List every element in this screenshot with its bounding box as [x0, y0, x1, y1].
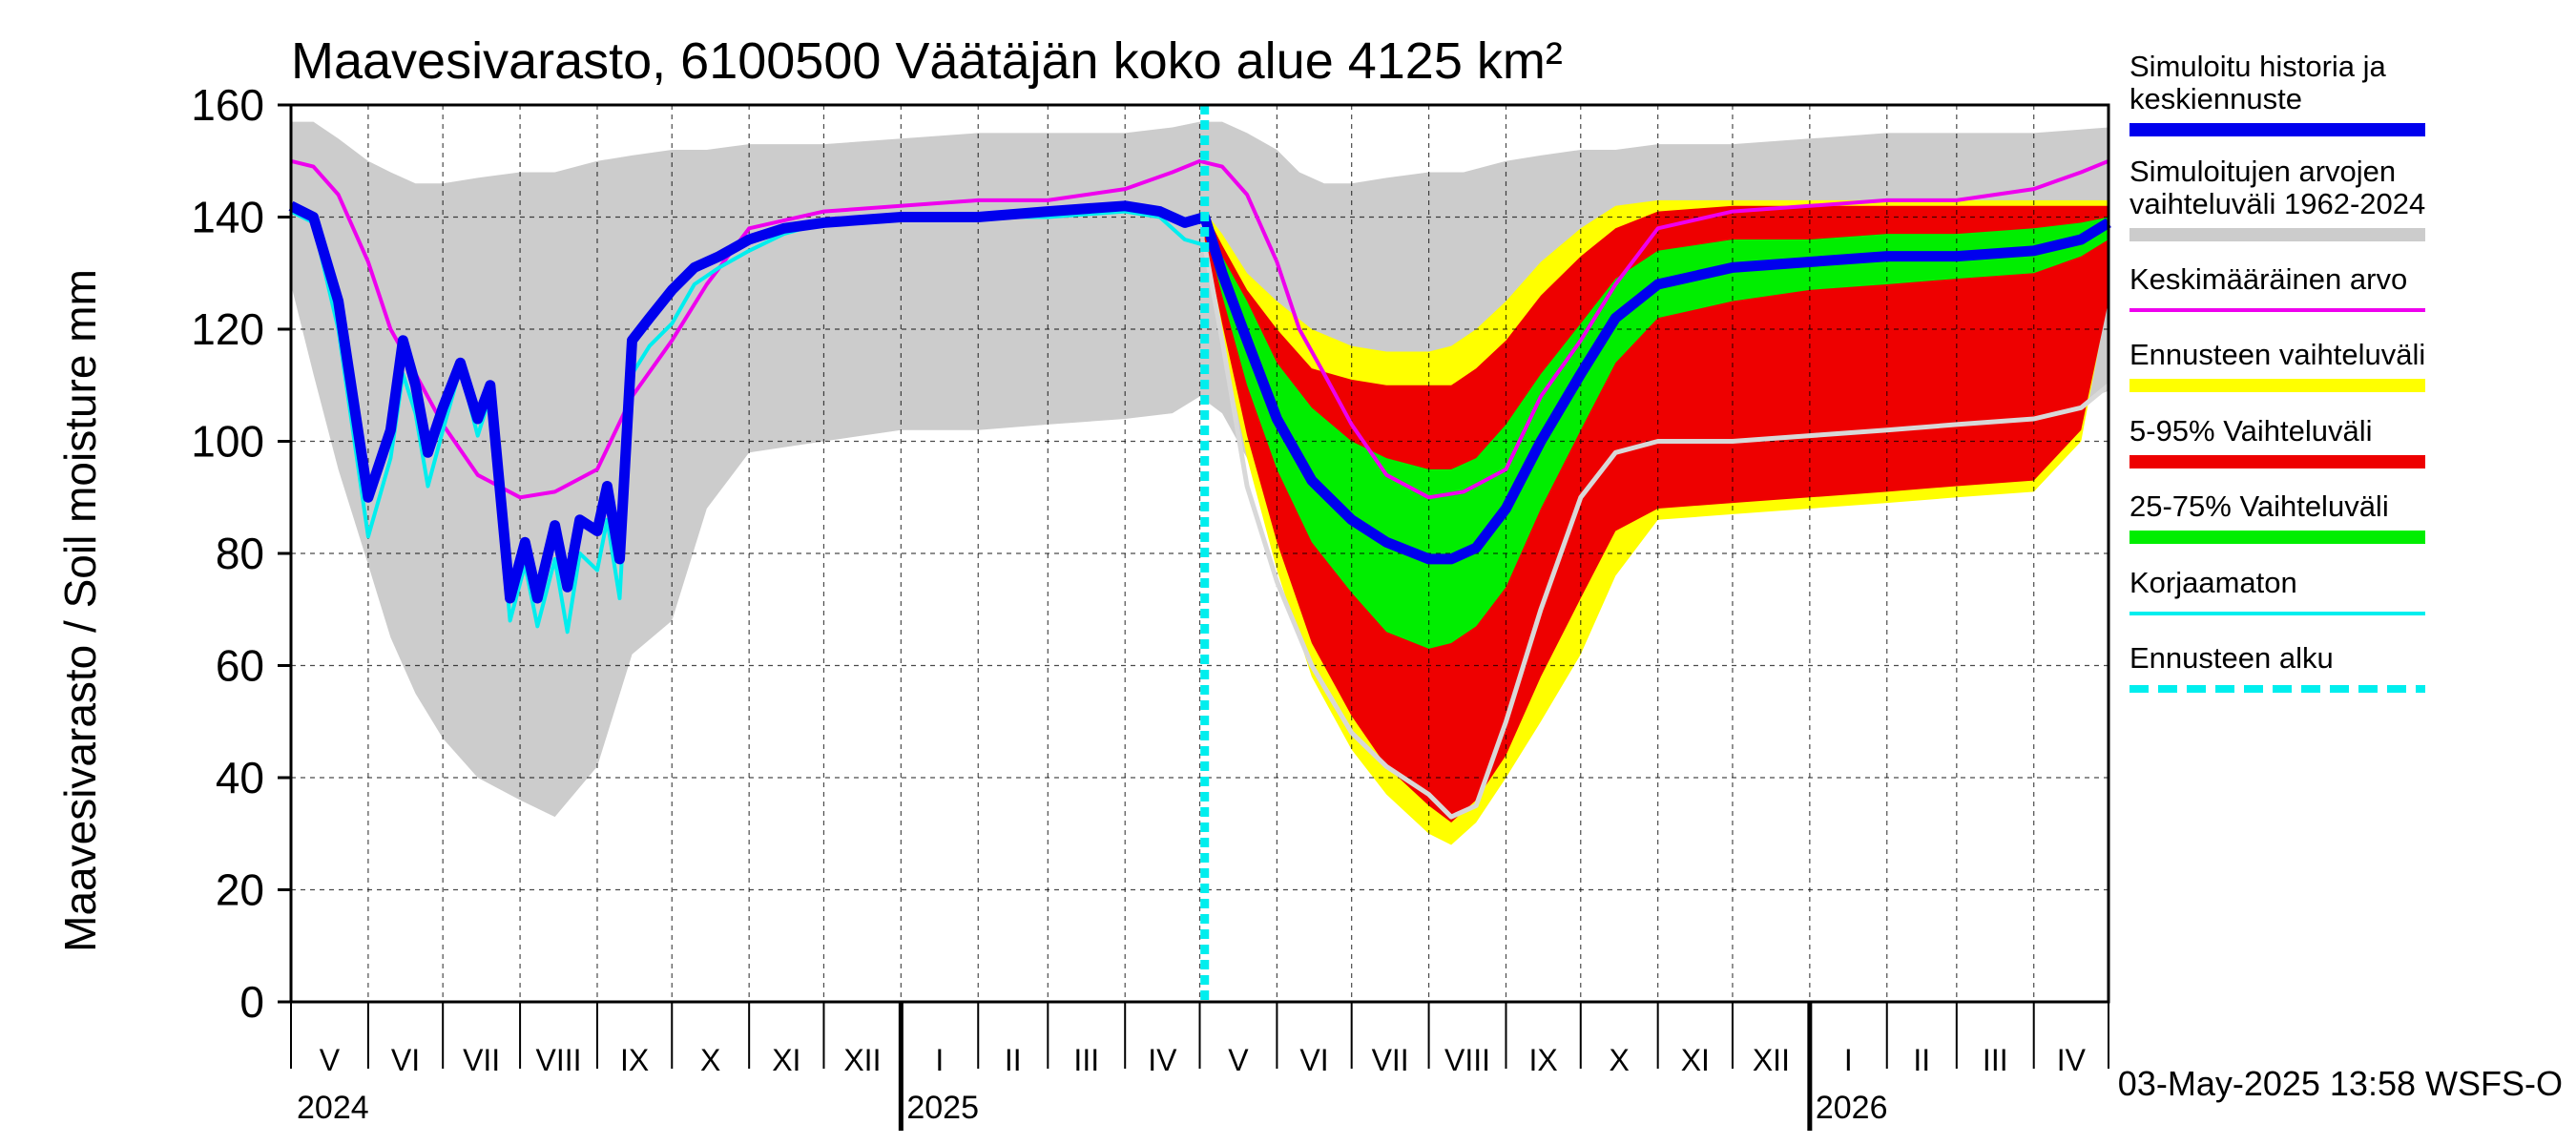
- month-label: VI: [1299, 1043, 1328, 1077]
- series-line-0: [290, 158, 2109, 500]
- y-tick-label: 0: [239, 977, 264, 1027]
- month-label: IX: [620, 1043, 649, 1077]
- chart-title: Maavesivarasto, 6100500 Väätäjän koko al…: [291, 32, 1563, 90]
- legend-label-0: Simuloitu historia ja keskiennuste: [2129, 50, 2387, 115]
- month-label: X: [1610, 1043, 1630, 1077]
- month-label: VIII: [1444, 1043, 1490, 1077]
- month-label: II: [1913, 1043, 1930, 1077]
- month-label: XI: [1681, 1043, 1710, 1077]
- month-label: VIII: [536, 1043, 582, 1077]
- month-label: II: [1005, 1043, 1022, 1077]
- band-3: [1204, 217, 2109, 649]
- legend-label-4: 5-95% Vaihteluväli: [2129, 414, 2372, 448]
- y-tick-label: 20: [216, 865, 264, 915]
- month-label: V: [1228, 1043, 1249, 1077]
- footer-timestamp: 03-May-2025 13:58 WSFS-O: [2118, 1064, 2563, 1103]
- y-tick-label: 160: [191, 80, 264, 130]
- band-2: [1204, 205, 2109, 823]
- month-label: X: [700, 1043, 720, 1077]
- series-line-3: [288, 200, 2111, 604]
- y-tick-label: 140: [191, 193, 264, 242]
- month-label: III: [1073, 1043, 1099, 1077]
- y-tick-label: 120: [191, 304, 264, 354]
- month-label: IV: [2057, 1043, 2087, 1077]
- month-label: III: [1983, 1043, 2008, 1077]
- year-label: 2024: [297, 1090, 369, 1126]
- legend-label-7: Ennusteen alku: [2129, 641, 2334, 675]
- legend-label-1: Simuloitujen arvojen vaihteluväli 1962-20…: [2129, 155, 2425, 220]
- month-label: VII: [463, 1043, 500, 1077]
- y-tick-label: 60: [216, 641, 264, 691]
- month-label: VII: [1372, 1043, 1409, 1077]
- legend-label-5: 25-75% Vaihteluväli: [2129, 489, 2389, 523]
- month-label: I: [1844, 1043, 1853, 1077]
- legend-label-2: Keskimääräinen arvo: [2129, 262, 2407, 296]
- month-label: IX: [1529, 1043, 1558, 1077]
- y-axis-label: Maavesivarasto / Soil moisture mm: [55, 269, 105, 952]
- series-line-1: [1202, 244, 2110, 820]
- month-label: IV: [1148, 1043, 1177, 1077]
- month-label: VI: [391, 1043, 420, 1077]
- plot-area: [288, 105, 2111, 1002]
- month-label: XI: [772, 1043, 800, 1077]
- y-tick-label: 100: [191, 417, 264, 467]
- legend: Simuloitu historia ja keskiennuste Simuloi…: [2129, 50, 2425, 693]
- legend-label-6: Korjaamaton: [2129, 566, 2297, 599]
- y-tick-label: 40: [216, 753, 264, 802]
- month-label: I: [935, 1043, 944, 1077]
- month-label: XII: [843, 1043, 881, 1077]
- month-label: XII: [1753, 1043, 1790, 1077]
- year-label: 2025: [906, 1090, 979, 1126]
- y-tick-label: 80: [216, 529, 264, 578]
- month-label: V: [320, 1043, 341, 1077]
- year-label: 2026: [1816, 1090, 1888, 1126]
- legend-label-3: Ennusteen vaihteluväli: [2129, 338, 2425, 371]
